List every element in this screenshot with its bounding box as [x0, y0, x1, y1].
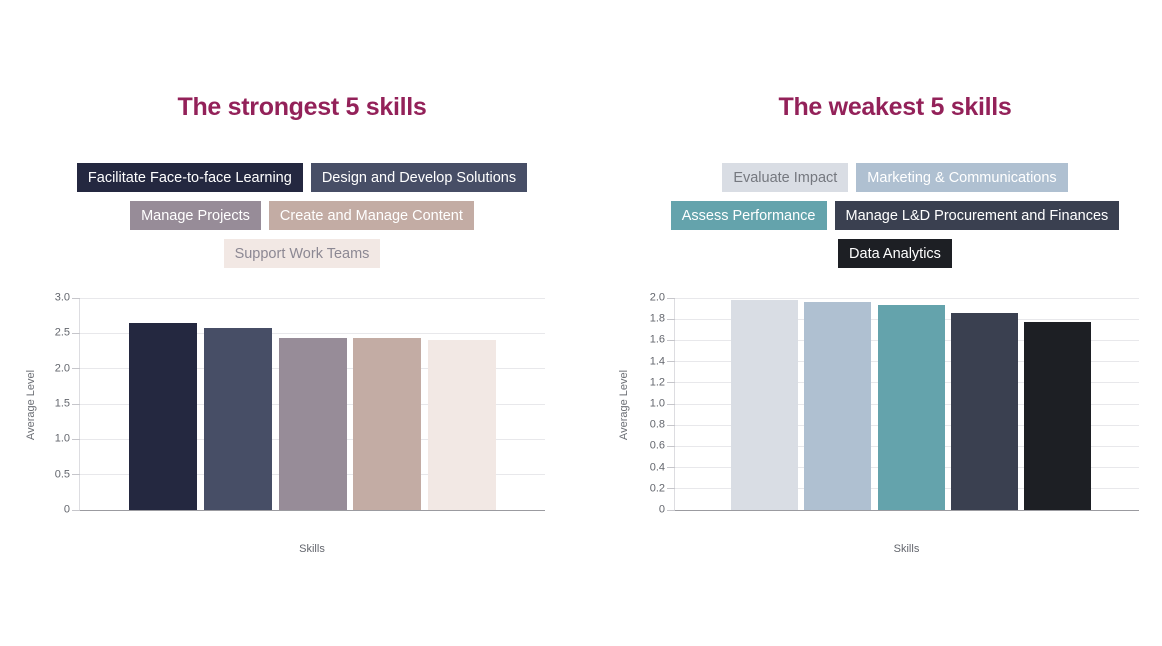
y-tick-label: 0.4	[649, 461, 665, 474]
chart-title: The weakest 5 skills	[778, 93, 1012, 121]
legend-chip[interactable]: Manage Projects	[130, 201, 261, 230]
legend-row: Data Analytics	[838, 239, 952, 268]
y-tick-label: 1.4	[649, 355, 665, 368]
legend: Facilitate Face-to-face Learning Design a…	[12, 163, 592, 268]
y-tick-mark	[667, 403, 675, 405]
bar[interactable]	[804, 302, 871, 510]
y-tick-label: 0	[63, 503, 70, 516]
y-tick-mark	[667, 361, 675, 363]
y-tick-mark	[667, 488, 675, 490]
gridline	[675, 297, 1139, 299]
y-axis-label: Average Level	[25, 369, 37, 440]
y-tick-label: 2.0	[649, 291, 665, 304]
y-tick-mark	[72, 438, 80, 440]
chart-title: The strongest 5 skills	[177, 93, 427, 121]
legend-row: Evaluate Impact Marketing & Communication…	[722, 163, 1068, 192]
y-tick-mark	[667, 467, 675, 469]
y-tick-label: 1.8	[649, 312, 665, 325]
y-tick-label: 1.0	[54, 432, 70, 445]
legend-chip[interactable]: Facilitate Face-to-face Learning	[76, 163, 303, 192]
legend-chip[interactable]: Data Analytics	[838, 239, 952, 268]
legend-row: Assess Performance Manage L&D Procurement…	[670, 201, 1120, 230]
bar[interactable]	[1024, 322, 1091, 510]
y-tick-mark	[667, 382, 675, 384]
y-tick-label: 1.2	[649, 376, 665, 389]
y-tick-label: 1.5	[54, 397, 70, 410]
bar[interactable]	[428, 339, 496, 510]
y-tick-mark	[667, 297, 675, 299]
y-tick-label: 1.6	[649, 333, 665, 346]
legend-chip[interactable]: Evaluate Impact	[722, 163, 849, 192]
bar[interactable]	[353, 338, 421, 510]
legend-chip[interactable]: Support Work Teams	[223, 239, 381, 268]
x-axis-label: Skills	[893, 543, 920, 555]
legend-chip[interactable]: Manage L&D Procurement and Finances	[834, 201, 1120, 230]
legend-chip[interactable]: Create and Manage Content	[268, 201, 474, 230]
plot-area: 0 0.5 1.0 1.5 2.0 2.5 3.0	[55, 292, 545, 515]
y-tick-mark	[72, 297, 80, 299]
legend-row: Support Work Teams	[223, 239, 381, 268]
weakest-skills-panel: The weakest 5 skills Evaluate Impact Mark…	[605, 0, 1162, 646]
y-axis-label: Average Level	[618, 369, 630, 440]
y-tick-label: 1.0	[649, 397, 665, 410]
legend-chip[interactable]: Assess Performance	[670, 201, 827, 230]
y-tick-label: 3.0	[54, 291, 70, 304]
y-axis-label-box: Average Level	[615, 298, 633, 511]
strongest-skills-panel: The strongest 5 skills Facilitate Face-t…	[12, 0, 592, 646]
y-tick-mark	[667, 424, 675, 426]
y-tick-label: 0.8	[649, 418, 665, 431]
y-axis-label-box: Average Level	[22, 298, 40, 511]
y-tick-label: 0.2	[649, 482, 665, 495]
x-axis-label: Skills	[299, 543, 325, 555]
y-tick-label: 0	[658, 503, 665, 516]
bar[interactable]	[279, 337, 347, 510]
bar[interactable]	[731, 300, 798, 510]
y-tick-mark	[72, 474, 80, 476]
legend-chip[interactable]: Marketing & Communications	[856, 163, 1068, 192]
y-tick-mark	[72, 332, 80, 334]
bar[interactable]	[129, 322, 197, 510]
y-tick-mark	[667, 318, 675, 320]
legend-row: Facilitate Face-to-face Learning Design a…	[76, 163, 528, 192]
gridline	[80, 332, 545, 334]
y-tick-mark	[667, 339, 675, 341]
bar[interactable]	[204, 328, 272, 510]
legend-row: Manage Projects Create and Manage Content	[130, 201, 474, 230]
legend-chip[interactable]: Design and Develop Solutions	[310, 163, 528, 192]
y-tick-mark	[72, 368, 80, 370]
y-tick-mark	[72, 509, 80, 511]
y-tick-label: 2.5	[54, 326, 70, 339]
gridline	[80, 297, 545, 299]
y-tick-mark	[667, 509, 675, 511]
plot-area: 0 0.2 0.4 0.6 0.8 1.0 1.2 1.4 1.6 1.8 2.0	[650, 292, 1139, 515]
y-tick-label: 2.0	[54, 362, 70, 375]
bar[interactable]	[878, 305, 945, 510]
y-tick-label: 0.5	[54, 468, 70, 481]
y-tick-mark	[667, 445, 675, 447]
y-tick-mark	[72, 403, 80, 405]
legend: Evaluate Impact Marketing & Communication…	[605, 163, 1162, 268]
y-tick-label: 0.6	[649, 439, 665, 452]
bar[interactable]	[951, 312, 1018, 510]
